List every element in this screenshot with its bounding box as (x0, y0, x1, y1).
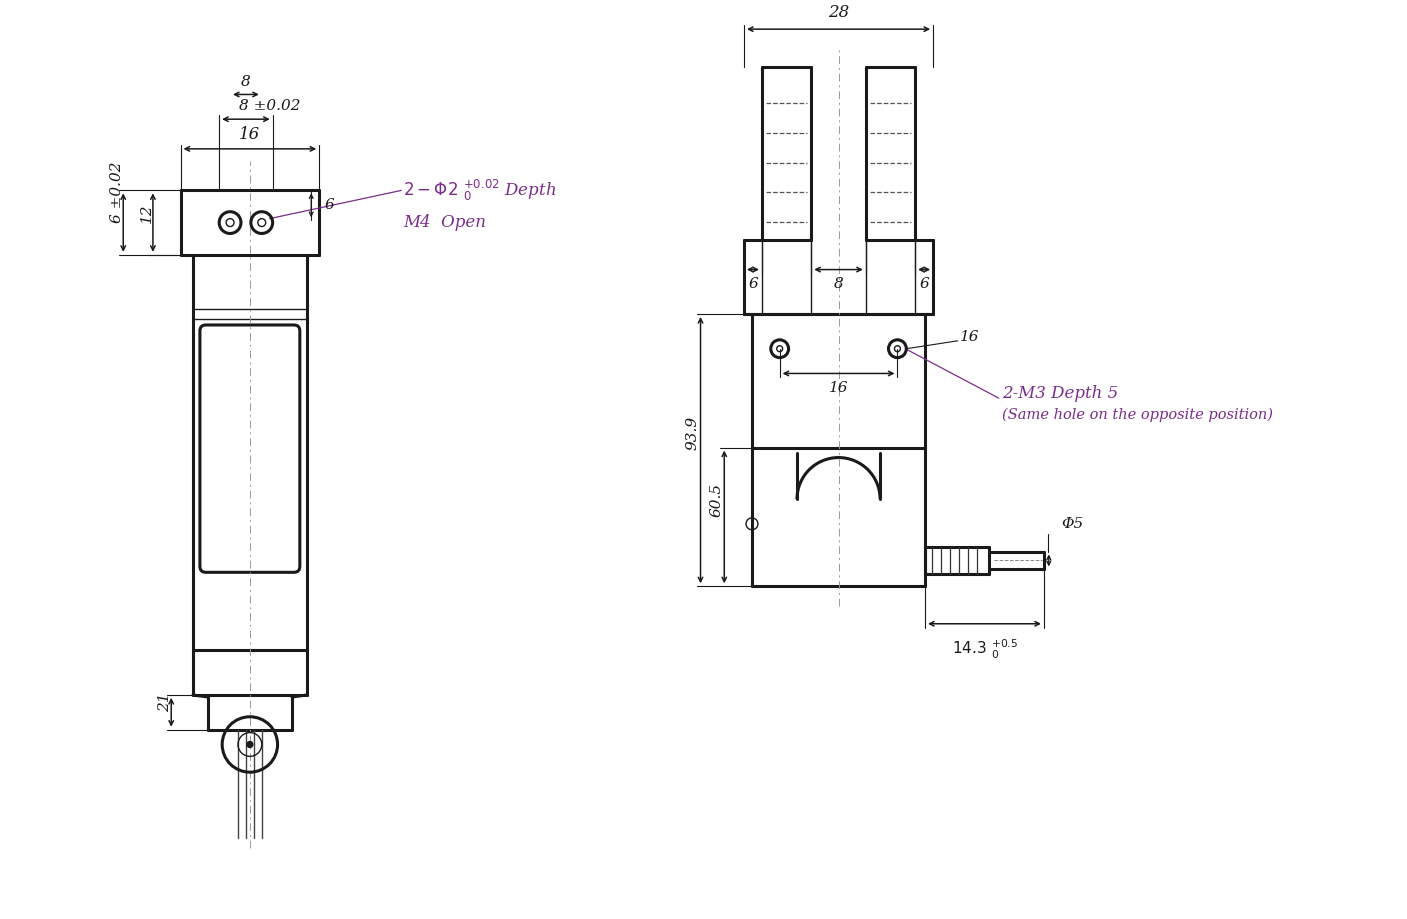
Text: M4  Open: M4 Open (404, 213, 487, 231)
Text: $14.3\ ^{+0.5}_{0}$: $14.3\ ^{+0.5}_{0}$ (951, 638, 1017, 661)
Text: 8: 8 (241, 74, 250, 88)
Text: 6: 6 (749, 278, 758, 291)
Text: 60.5: 60.5 (709, 482, 723, 516)
Text: 8 ±0.02: 8 ±0.02 (239, 99, 301, 113)
Text: 16: 16 (829, 381, 848, 395)
Text: 6: 6 (919, 278, 929, 291)
Text: 28: 28 (827, 5, 850, 21)
Text: 16: 16 (960, 330, 979, 344)
Text: 16: 16 (239, 126, 260, 143)
Text: 6 ±0.02: 6 ±0.02 (110, 161, 124, 222)
Text: 2-M3 Depth 5: 2-M3 Depth 5 (1002, 385, 1119, 402)
Circle shape (246, 742, 253, 747)
Text: 93.9: 93.9 (685, 416, 699, 450)
Text: 21: 21 (158, 693, 172, 712)
Text: 6: 6 (324, 199, 333, 212)
Text: 12: 12 (139, 203, 153, 222)
Text: $2-\Phi2\ ^{+0.02}_{0}$ Depth: $2-\Phi2\ ^{+0.02}_{0}$ Depth (404, 178, 557, 203)
Text: (Same hole on the opposite position): (Same hole on the opposite position) (1002, 408, 1273, 422)
Text: Φ5: Φ5 (1062, 516, 1083, 531)
Text: 8: 8 (834, 278, 843, 291)
